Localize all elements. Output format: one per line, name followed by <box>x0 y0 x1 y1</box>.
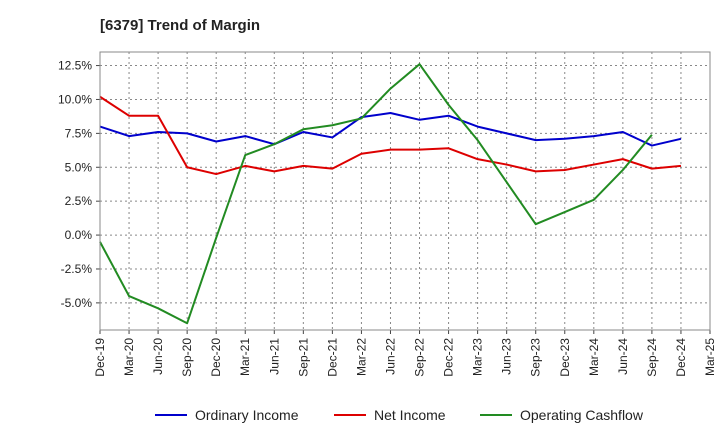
plot-frame <box>99 51 711 331</box>
legend-label-ordinary-income: Ordinary Income <box>195 407 299 423</box>
y-axis: 12.5% 10.0% 7.5% 5.0% 2.5% 0.0% -2.5% -5.0% <box>58 59 100 310</box>
x-tick-label: Dec-24 <box>674 338 688 377</box>
series-line-ordinary-income <box>99 112 682 147</box>
x-tick-label: Sep-20 <box>180 338 194 377</box>
x-tick-label: Mar-20 <box>122 338 136 376</box>
y-tick-label: 2.5% <box>65 194 93 208</box>
x-tick-label: Dec-19 <box>93 338 107 377</box>
chart-title: [6379] Trend of Margin <box>100 17 260 34</box>
x-tick-label: Jun-24 <box>616 338 630 375</box>
legend-label-net-income: Net Income <box>374 407 446 423</box>
x-tick-label: Jun-20 <box>151 338 165 375</box>
x-tick-label: Mar-24 <box>587 338 601 376</box>
x-tick-label: Jun-21 <box>267 338 281 375</box>
y-tick-label: 10.0% <box>58 92 92 106</box>
y-tick-label: 7.5% <box>65 126 93 140</box>
grid <box>99 52 711 330</box>
x-tick-label: Jun-23 <box>500 338 514 375</box>
x-tick-label: Mar-23 <box>471 338 485 376</box>
x-tick-label: Sep-24 <box>645 338 659 377</box>
y-tick-label: 0.0% <box>65 228 93 242</box>
x-tick-label: Dec-20 <box>209 338 223 377</box>
x-tick-label: Mar-21 <box>238 338 252 376</box>
y-tick-label: -5.0% <box>61 296 93 310</box>
series-line-net-income <box>99 95 682 176</box>
x-tick-label: Sep-23 <box>529 338 543 377</box>
x-tick-label: Dec-23 <box>558 338 572 377</box>
series-line-operating-cashflow <box>99 63 653 325</box>
y-tick-label: 12.5% <box>58 59 92 73</box>
y-tick-label: 5.0% <box>65 160 93 174</box>
x-tick-label: Jun-22 <box>383 338 397 375</box>
x-tick-label: Dec-21 <box>325 338 339 377</box>
x-tick-label: Sep-21 <box>296 338 310 377</box>
x-axis: Dec-19 Mar-20 Jun-20 Sep-20 Dec-20 Mar-21 Jun-… <box>93 330 717 377</box>
legend-label-operating-cashflow: Operating Cashflow <box>520 407 644 423</box>
x-tick-label: Dec-22 <box>442 338 456 377</box>
legend: Ordinary Income Net Income Operating Cashf… <box>155 407 644 423</box>
x-tick-label: Mar-22 <box>354 338 368 376</box>
y-tick-label: -2.5% <box>61 262 93 276</box>
x-tick-label: Sep-22 <box>413 338 427 377</box>
x-tick-label: Mar-25 <box>703 338 717 376</box>
series-lines <box>99 63 682 325</box>
